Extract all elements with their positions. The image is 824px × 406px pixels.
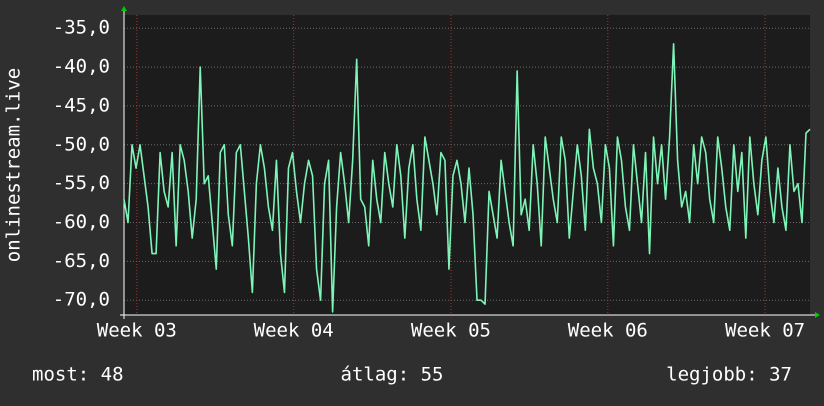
x-tick-label: Week 07 (725, 320, 805, 342)
y-tick-label: -70,0 (53, 289, 110, 311)
y-tick-label: -40,0 (53, 56, 110, 78)
y-tick-label: -55,0 (53, 172, 110, 194)
y-axis-arrow (121, 6, 127, 11)
x-tick-label: Week 05 (411, 320, 491, 342)
y-tick-label: -45,0 (53, 94, 110, 116)
y-tick-label: -50,0 (53, 133, 110, 155)
x-tick-label: Week 03 (97, 320, 177, 342)
footer-best: legjobb: 37 (666, 364, 792, 386)
footer-current: most: 48 (32, 364, 124, 386)
y-tick-label: -60,0 (53, 211, 110, 233)
x-tick-label: Week 06 (568, 320, 648, 342)
footer-average: átlag: 55 (341, 364, 444, 386)
y-tick-label: -35,0 (53, 17, 110, 39)
x-tick-label: Week 04 (254, 320, 334, 342)
data-line (123, 42, 811, 313)
y-axis-label: onlinestream.live (3, 68, 25, 262)
y-tick-label: -65,0 (53, 250, 110, 272)
x-axis-arrow (815, 312, 820, 318)
